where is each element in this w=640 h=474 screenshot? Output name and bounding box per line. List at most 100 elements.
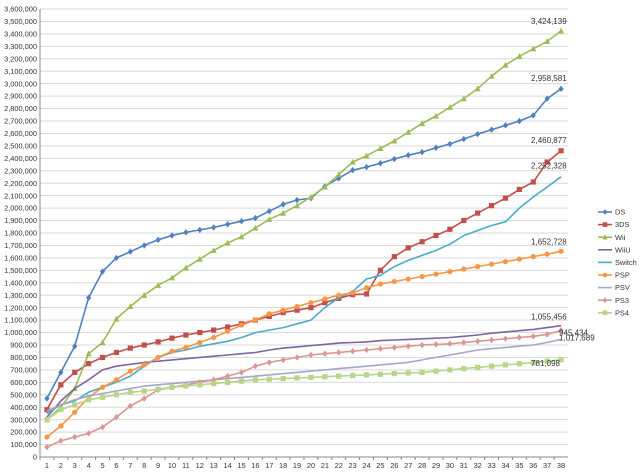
y-axis: 0 100,000 200,000 300,000 400,000 500,000 600,… <box>4 5 41 462</box>
data-point <box>99 394 106 400</box>
y-tick-label: 200,000 <box>10 428 37 437</box>
data-point <box>350 372 356 379</box>
y-tick-label: 1,600,000 <box>4 253 37 262</box>
series-line <box>46 250 562 438</box>
data-point <box>475 338 481 345</box>
data-point <box>224 221 231 228</box>
y-tick-label: 2,900,000 <box>4 92 37 101</box>
data-point <box>544 358 550 364</box>
data-point <box>294 202 301 209</box>
legend-item: PSP <box>598 271 630 280</box>
legend-label: Switch <box>615 258 637 267</box>
data-point <box>391 254 397 260</box>
data-point <box>308 351 314 359</box>
data-point <box>252 214 258 222</box>
legend-item: DS <box>598 208 625 217</box>
x-tick-label: 11 <box>182 461 190 470</box>
data-point <box>602 297 608 304</box>
data-point <box>558 357 564 363</box>
data-point <box>502 61 509 68</box>
data-point <box>350 290 356 296</box>
legend-label: DS <box>615 208 625 217</box>
data-point <box>391 137 398 144</box>
data-point <box>475 210 481 216</box>
data-point <box>447 340 453 347</box>
data-point <box>113 377 120 383</box>
data-point <box>530 179 536 185</box>
data-point <box>183 344 189 351</box>
legend-item: Wii <box>598 233 626 242</box>
x-tick-label: 30 <box>446 461 454 470</box>
series-line <box>46 176 562 415</box>
data-point <box>307 193 314 200</box>
end-value-label: 781,098 <box>531 359 560 368</box>
x-tick-label: 19 <box>293 461 301 470</box>
series-psp <box>44 248 564 440</box>
data-point <box>58 437 64 445</box>
data-point <box>322 350 328 357</box>
data-point <box>363 285 370 291</box>
data-point <box>377 281 384 287</box>
data-point <box>99 354 106 361</box>
data-point <box>530 45 537 52</box>
series-line <box>46 88 562 399</box>
data-point <box>377 160 384 167</box>
data-point <box>377 145 384 151</box>
data-point <box>294 354 300 361</box>
data-point <box>141 242 147 249</box>
data-point <box>86 294 92 301</box>
data-point <box>99 423 106 431</box>
y-tick-label: 1,800,000 <box>4 229 37 238</box>
data-point <box>433 232 439 239</box>
data-point <box>127 303 134 310</box>
series-ps4 <box>44 357 564 423</box>
data-point <box>516 186 522 193</box>
data-point <box>433 368 439 374</box>
data-point <box>308 300 314 306</box>
data-point <box>238 217 245 225</box>
data-point <box>475 264 481 270</box>
data-point <box>475 130 481 138</box>
data-point <box>196 255 203 262</box>
data-point <box>474 85 481 92</box>
legend-label: PS3 <box>615 296 629 305</box>
data-point <box>266 208 272 215</box>
data-point <box>127 248 133 255</box>
x-tick-label: 32 <box>474 461 482 470</box>
x-tick-label: 36 <box>529 461 537 470</box>
data-point <box>502 335 509 342</box>
y-tick-label: 2,200,000 <box>4 179 37 188</box>
x-tick-label: 34 <box>501 461 509 470</box>
legend-item: PS3 <box>598 296 629 305</box>
data-point <box>447 226 453 232</box>
data-point <box>391 278 397 285</box>
series-ps3 <box>44 327 564 451</box>
x-tick-label: 9 <box>156 461 160 470</box>
data-point <box>433 341 439 348</box>
legend-item: PS4 <box>598 308 629 317</box>
data-point <box>433 112 439 119</box>
data-point <box>461 339 467 346</box>
data-point <box>72 343 78 350</box>
data-point <box>113 392 120 398</box>
data-point <box>252 377 258 383</box>
legend-item: PSV <box>598 283 630 292</box>
data-point <box>169 274 175 281</box>
data-point <box>155 236 161 244</box>
end-value-label: 2,958,581 <box>531 74 567 83</box>
x-tick-label: 29 <box>432 461 440 470</box>
data-point <box>280 201 286 208</box>
x-tick-label: 18 <box>279 461 287 470</box>
x-tick-label: 22 <box>335 461 343 470</box>
x-tick-label: 5 <box>100 461 104 470</box>
series-group <box>43 27 565 451</box>
data-point <box>461 217 467 224</box>
data-point <box>544 251 550 257</box>
data-point <box>141 388 147 394</box>
data-point <box>99 339 106 346</box>
y-tick-label: 100,000 <box>10 440 37 449</box>
x-tick-label: 27 <box>404 461 412 470</box>
y-tick-label: 500,000 <box>10 390 37 399</box>
data-point <box>530 112 536 119</box>
